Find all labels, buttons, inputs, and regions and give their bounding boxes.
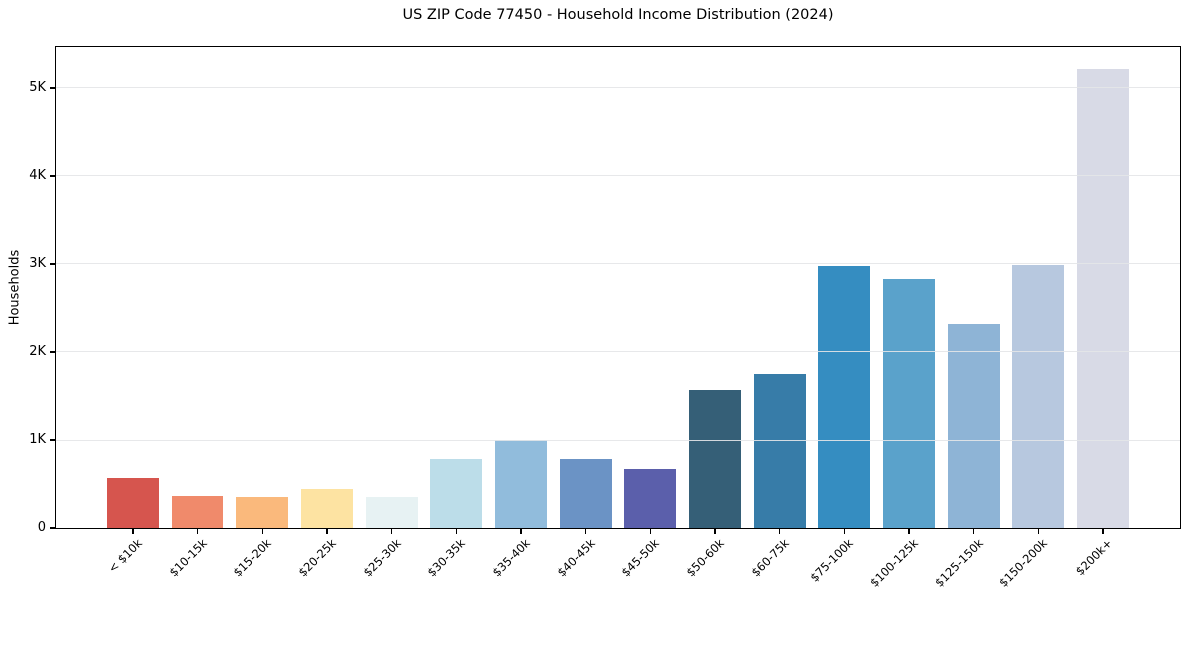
- x-tick-label: $45-50k: [618, 536, 663, 580]
- bar-11: [753, 373, 806, 528]
- y-tick-mark: [49, 351, 55, 353]
- x-tick-mark: [326, 528, 328, 534]
- x-tick-mark: [972, 528, 975, 534]
- figure: US ZIP Code 77450 - Household Income Dis…: [8, 7, 1181, 590]
- x-tick-mark: [714, 528, 716, 534]
- x-tick-label: $40-45k: [554, 536, 598, 580]
- bar-8: [559, 459, 612, 528]
- bar-13: [883, 278, 935, 528]
- y-tick-label: 1K: [29, 431, 46, 447]
- x-tick-mark: [908, 528, 910, 534]
- gridline-4K: [56, 175, 1180, 177]
- x-tick-mark: [455, 528, 457, 534]
- x-tick-mark: [649, 528, 652, 534]
- x-tick-label: < $10k: [105, 536, 145, 576]
- bar-15: [1012, 264, 1065, 528]
- x-tick-mark: [843, 528, 846, 534]
- x-tick-mark: [520, 528, 522, 534]
- gridline-5K: [56, 87, 1180, 89]
- y-tick-mark: [49, 527, 55, 529]
- y-tick-mark: [49, 263, 55, 265]
- x-tick-mark: [390, 528, 393, 534]
- plot-area: 0 1K 2K 3K 4K 5K < $10k $10-15k $15-20k $20-25k $2…: [29, 46, 1181, 590]
- x-tick-label: $60-75k: [748, 536, 792, 580]
- x-tick-label: $75-100k: [807, 536, 857, 585]
- x-tick-mark: [196, 528, 199, 534]
- x-tick-label: $35-40k: [489, 536, 533, 580]
- x-tick-label: $30-35k: [424, 536, 469, 580]
- y-tick-label: 5K: [29, 79, 46, 95]
- y-tick-label: 2K: [29, 343, 46, 359]
- gridline-2K: [56, 351, 1180, 353]
- bar-1: [107, 477, 159, 528]
- gridline-1K: [56, 439, 1180, 441]
- x-tick-label: $25-30k: [360, 536, 404, 580]
- bar-6: [430, 459, 483, 528]
- y-tick-label: 0: [37, 520, 46, 535]
- bar-12: [818, 266, 871, 528]
- bar-14: [947, 323, 1000, 528]
- bar-2: [171, 495, 224, 528]
- x-tick-mark: [584, 528, 587, 534]
- x-tick-mark: [778, 528, 781, 534]
- x-tick-label: $10-15k: [166, 536, 210, 580]
- bar-7: [495, 439, 547, 528]
- x-tick-mark: [1037, 528, 1040, 534]
- x-tick-label: $200k+: [1072, 536, 1115, 579]
- y-tick-label: 4K: [29, 167, 46, 183]
- y-tick-mark: [49, 439, 55, 441]
- y-tick-mark: [49, 87, 55, 89]
- bar-3: [236, 497, 289, 528]
- bar-9: [624, 469, 677, 528]
- bar-16: [1077, 69, 1129, 528]
- x-tick-label: $100-125k: [867, 536, 921, 590]
- x-tick-label: $20-25k: [295, 536, 339, 580]
- bar-5: [365, 497, 418, 528]
- gridline-3K: [56, 263, 1180, 265]
- y-tick-label: 3K: [29, 255, 46, 271]
- bar-10: [689, 390, 741, 528]
- x-tick-mark: [1102, 528, 1104, 534]
- bar-4: [301, 489, 353, 528]
- x-tick-label: $50-60k: [683, 536, 727, 580]
- y-tick-mark: [49, 175, 55, 177]
- x-tick-label: $125-150k: [931, 536, 986, 590]
- x-tick-label: $15-20k: [230, 536, 275, 580]
- x-tick-mark: [132, 528, 134, 534]
- chart-title: US ZIP Code 77450 - Household Income Dis…: [402, 7, 834, 23]
- x-tick-mark: [261, 528, 263, 534]
- x-tick-label: $150-200k: [996, 536, 1051, 590]
